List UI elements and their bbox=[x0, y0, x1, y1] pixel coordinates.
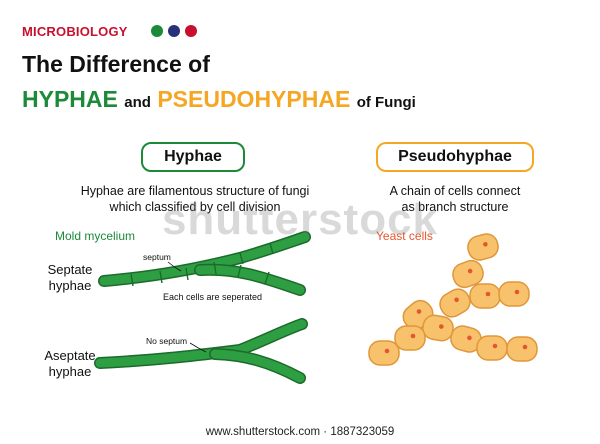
aseptate-side-branch-fill bbox=[210, 349, 305, 383]
septate-hyphae-label: Septate hyphae bbox=[38, 262, 102, 294]
color-dots bbox=[151, 25, 197, 37]
pseudohyphae-description-line-1: A chain of cells connect bbox=[389, 184, 521, 198]
yeast-nucleus bbox=[522, 344, 528, 350]
septum-line bbox=[185, 267, 189, 281]
no-septum-pointer bbox=[189, 342, 207, 353]
footer-credit: www.shutterstock.com · 1887323059 bbox=[205, 426, 395, 438]
yeast-cell bbox=[498, 281, 530, 307]
title-and: and bbox=[124, 94, 151, 111]
septum-line bbox=[239, 252, 244, 265]
septate-main-branch-fill bbox=[99, 232, 310, 286]
hyphae-heading: Hyphae bbox=[141, 142, 245, 172]
mold-mycelium-label: Mold mycelium bbox=[55, 229, 136, 243]
cells-separated-label: Each cells are seperated bbox=[163, 292, 263, 302]
yeast-cell bbox=[368, 340, 400, 366]
hyphae-description-line-2: which classified by cell division bbox=[109, 200, 281, 214]
septa bbox=[130, 242, 274, 287]
septum-line bbox=[264, 271, 270, 285]
yeast-nucleus bbox=[439, 324, 444, 329]
yeast-nucleus bbox=[410, 333, 416, 339]
yeast-cell bbox=[467, 233, 499, 261]
yeast-cells-drawing bbox=[368, 233, 538, 366]
title-line-2: HYPHAE and PSEUDOHYPHAE of Fungi bbox=[22, 86, 416, 113]
septate-line-2: hyphae bbox=[48, 278, 92, 293]
title-pseudohyphae: PSEUDOHYPHAE bbox=[157, 86, 351, 112]
yeast-cell bbox=[506, 336, 538, 362]
yeast-nucleus bbox=[384, 348, 390, 354]
yeast-nucleus bbox=[467, 268, 473, 274]
yeast-cell bbox=[394, 325, 426, 351]
yeast-cells-label: Yeast cells bbox=[376, 229, 433, 243]
septate-hyphae-drawing bbox=[98, 231, 311, 296]
dot-navy bbox=[168, 25, 180, 37]
no-septum-label: No septum bbox=[146, 336, 188, 346]
yeast-cell bbox=[469, 283, 501, 309]
title-hyphae: HYPHAE bbox=[22, 86, 118, 112]
yeast-cell bbox=[422, 314, 454, 342]
pseudohyphae-heading: Pseudohyphae bbox=[376, 142, 534, 172]
yeast-nucleus bbox=[483, 241, 488, 247]
pseudohyphae-description-line-2: as branch structure bbox=[401, 200, 509, 214]
yeast-cell bbox=[439, 288, 471, 318]
aseptate-hyphae-drawing bbox=[94, 318, 308, 384]
aseptate-main-branch-fill bbox=[95, 319, 307, 368]
yeast-nucleus bbox=[492, 343, 498, 349]
septum-line bbox=[237, 264, 242, 278]
hyphae-description: Hyphae are filamentous structure of fung… bbox=[40, 183, 350, 215]
yeast-nucleus bbox=[467, 335, 472, 341]
hyphae-description-line-1: Hyphae are filamentous structure of fung… bbox=[80, 184, 310, 198]
title-tail: of Fungi bbox=[356, 94, 416, 111]
yeast-nucleus bbox=[514, 289, 520, 295]
pseudohyphae-description: A chain of cells connect as branch struc… bbox=[360, 183, 550, 215]
septum-label: septum bbox=[143, 252, 171, 262]
dot-green bbox=[151, 25, 163, 37]
aseptate-line-1: Aseptate bbox=[44, 348, 96, 363]
septate-side-branch-fill bbox=[195, 265, 305, 295]
yeast-nucleus bbox=[416, 309, 422, 314]
yeast-nucleus bbox=[454, 297, 459, 303]
yeast-cell bbox=[476, 335, 508, 361]
aseptate-line-2: hyphae bbox=[48, 364, 92, 379]
septum-pointer bbox=[167, 261, 182, 272]
septum-line bbox=[213, 261, 217, 275]
yeast-nucleus bbox=[485, 291, 491, 297]
septum-line bbox=[130, 273, 134, 287]
septum-line bbox=[269, 242, 274, 255]
title-line-1: The Difference of bbox=[22, 51, 210, 77]
category-tag: MICROBIOLOGY bbox=[22, 24, 128, 39]
septum-line bbox=[159, 270, 163, 284]
dot-red bbox=[185, 25, 197, 37]
aseptate-hyphae-label: Aseptate hyphae bbox=[34, 348, 106, 380]
yeast-cell bbox=[452, 259, 484, 289]
septate-line-1: Septate bbox=[47, 262, 93, 277]
